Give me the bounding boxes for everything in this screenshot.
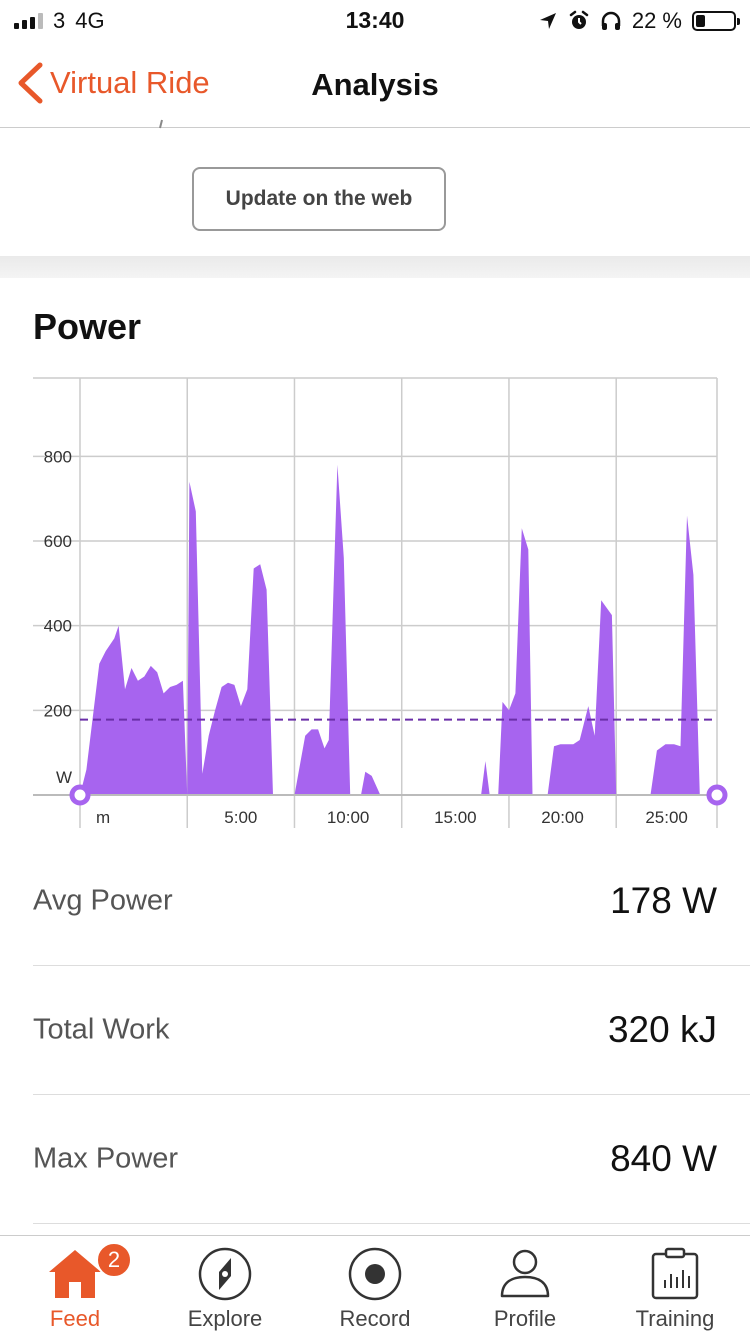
tab-label: Explore (187, 1306, 263, 1331)
status-left: 3 4G (14, 8, 105, 34)
x-tick-label: 20:00 (541, 808, 584, 827)
back-label: Virtual Ride (50, 65, 210, 100)
stat-label: Total Work (33, 1013, 170, 1046)
range-handle-left[interactable] (69, 784, 91, 806)
y-tick-label: 800 (44, 447, 72, 466)
section-divider (0, 256, 750, 278)
stat-row-avg-power: Avg Power 178 W (33, 837, 750, 966)
stat-row-total-work: Total Work 320 kJ (33, 966, 750, 1095)
back-button[interactable]: Virtual Ride (16, 62, 210, 104)
stat-value: 840 W (610, 1138, 717, 1179)
home-icon (47, 1246, 103, 1302)
stat-label: Max Power (33, 1142, 179, 1175)
page-title: Analysis (311, 67, 439, 102)
nav-bar: Virtual Ride Analysis (0, 40, 750, 128)
battery-icon (692, 11, 740, 31)
y-tick-label: 200 (44, 701, 72, 720)
stat-value: 320 kJ (607, 1009, 717, 1050)
range-handle-right[interactable] (706, 784, 728, 806)
y-tick-label: 600 (44, 532, 72, 551)
x-tick-label: 25:00 (645, 808, 688, 827)
notification-badge: 2 (96, 1242, 132, 1278)
x-tick-label: 15:00 (434, 808, 477, 827)
y-axis-label: W (56, 768, 72, 787)
tab-record[interactable]: Record (300, 1236, 450, 1334)
tab-label: Training (635, 1306, 715, 1331)
stat-value: 178 W (610, 880, 717, 921)
training-icon (647, 1246, 703, 1302)
update-on-web-button[interactable]: Update on the web (192, 167, 446, 231)
chevron-left-icon (18, 62, 43, 104)
carrier: 3 (53, 8, 66, 33)
tab-label: Profile (493, 1306, 557, 1331)
power-title: Power (33, 306, 142, 347)
tab-feed[interactable]: 2 Feed (0, 1236, 150, 1334)
y-tick-labels: 200 400 600 800 (44, 447, 72, 720)
profile-icon (497, 1246, 553, 1302)
x-tick-labels: 5:00 10:00 15:00 20:00 25:00 (224, 808, 688, 827)
y-tick-label: 400 (44, 617, 72, 636)
tab-label: Feed (49, 1306, 101, 1331)
status-right: 22 % (538, 8, 740, 34)
signal-icon (14, 13, 43, 29)
location-arrow-icon (539, 13, 556, 29)
x-tick-label: 10:00 (327, 808, 370, 827)
tab-training[interactable]: Training (600, 1236, 750, 1334)
battery-percent: 22 % (631, 8, 682, 33)
x-tick-label: 5:00 (224, 808, 257, 827)
x-axis-label: m (96, 808, 110, 827)
record-icon (347, 1246, 403, 1302)
tab-bar: 2 Feed Explore Record Profile Training (0, 1235, 750, 1334)
stat-row-max-power: Max Power 840 W (33, 1095, 750, 1224)
network-type: 4G (75, 8, 105, 33)
tab-profile[interactable]: Profile (450, 1236, 600, 1334)
tab-label: Record (339, 1306, 411, 1331)
compass-icon (197, 1246, 253, 1302)
tab-explore[interactable]: Explore (150, 1236, 300, 1334)
partial-text-fragment (159, 119, 163, 129)
power-area-series (80, 464, 700, 795)
status-time: 13:40 (345, 7, 405, 33)
status-bar: 3 4G 13:40 22 % (0, 0, 750, 40)
stat-label: Avg Power (33, 884, 173, 917)
alarm-icon (569, 10, 589, 29)
headphones-icon (601, 11, 621, 30)
